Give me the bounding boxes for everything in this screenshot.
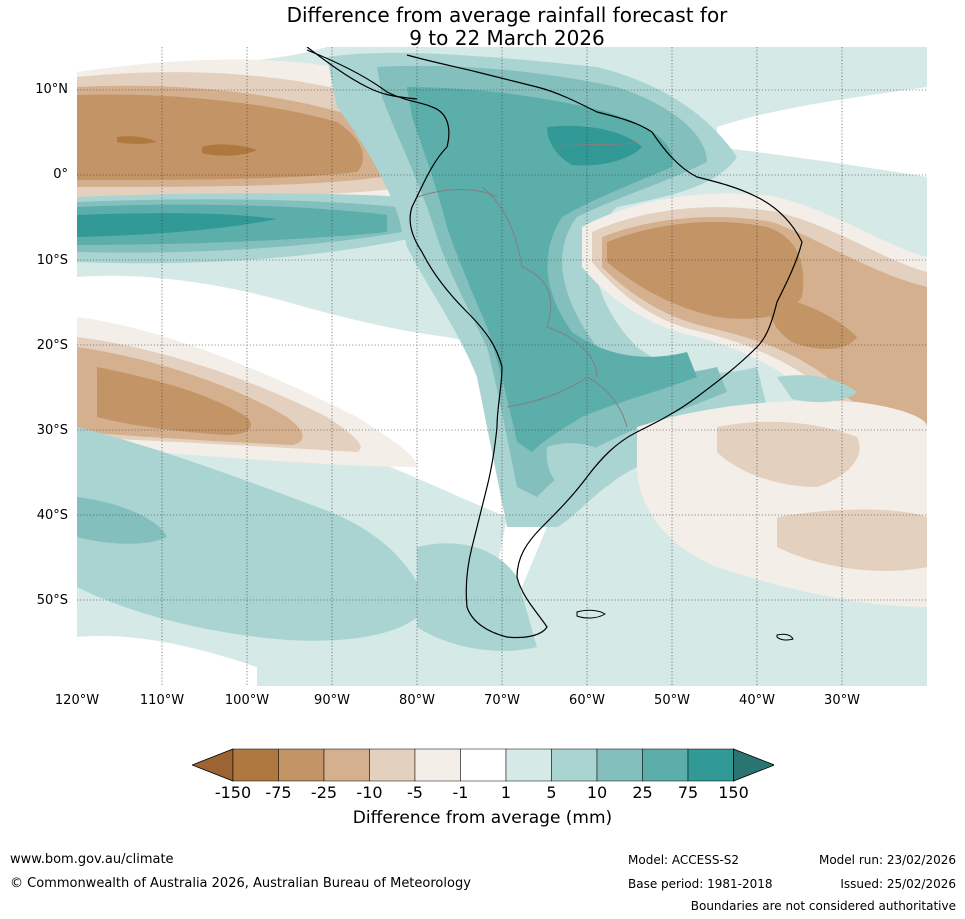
lon-label-50w: 50°W bbox=[654, 693, 690, 708]
colorbar-tick-label: -5 bbox=[407, 783, 423, 802]
colorbar-tick-label: 75 bbox=[677, 783, 699, 802]
region-brown-mid bbox=[777, 509, 927, 571]
colorbar-segment bbox=[460, 748, 507, 782]
footer-issued: Issued: 25/02/2026 bbox=[840, 877, 956, 891]
region-brown-dark bbox=[767, 297, 857, 349]
colorbar-extend-low bbox=[190, 748, 234, 782]
falkland-islands bbox=[576, 609, 606, 619]
colorbar-tick-label: 1 bbox=[500, 783, 512, 802]
colorbar bbox=[190, 748, 776, 786]
title-line-2: 9 to 22 March 2026 bbox=[409, 26, 605, 50]
footer-website: www.bom.gov.au/climate bbox=[10, 852, 174, 867]
colorbar-segment bbox=[278, 748, 325, 782]
chart-title: Difference from average rainfall forecas… bbox=[0, 4, 965, 50]
lon-label-80w: 80°W bbox=[399, 693, 435, 708]
lon-label-60w: 60°W bbox=[569, 693, 605, 708]
region-brown-core bbox=[202, 144, 257, 156]
footer-model: Model: ACCESS-S2 bbox=[628, 853, 740, 867]
lon-label-100w: 100°W bbox=[224, 693, 270, 708]
lat-label-50s: 50°S bbox=[36, 593, 68, 608]
colorbar-extend-high bbox=[733, 748, 776, 782]
lon-label-90w: 90°W bbox=[314, 693, 350, 708]
grid-lines bbox=[77, 47, 927, 686]
colorbar-segment bbox=[414, 748, 461, 782]
colorbar-segment bbox=[505, 748, 552, 782]
lat-label-10n: 10°N bbox=[35, 82, 68, 97]
footer-disclaimer: Boundaries are not considered authoritat… bbox=[690, 899, 956, 913]
colorbar-title: Difference from average (mm) bbox=[352, 808, 613, 828]
lon-label-30w: 30°W bbox=[824, 693, 860, 708]
lat-label-40s: 40°S bbox=[36, 508, 68, 523]
region-brown-dark bbox=[97, 367, 251, 435]
colorbar-tick-label: -1 bbox=[452, 783, 469, 802]
colorbar-segment bbox=[232, 748, 279, 782]
map-canvas bbox=[77, 47, 927, 686]
lon-label-110w: 110°W bbox=[139, 693, 185, 708]
region-brown-core bbox=[117, 136, 157, 144]
region-brown-mid bbox=[717, 421, 860, 487]
colorbar-segment bbox=[551, 748, 598, 782]
title-line-1: Difference from average rainfall forecas… bbox=[286, 3, 728, 27]
region-brown-dark bbox=[77, 94, 363, 180]
footer-model-run: Model run: 23/02/2026 bbox=[818, 853, 956, 867]
colorbar-tick-label: 10 bbox=[586, 783, 608, 802]
footer-base-period: Base period: 1981-2018 bbox=[628, 877, 773, 891]
colorbar-tick-label: 150 bbox=[718, 783, 749, 802]
region-brown-dark bbox=[607, 222, 804, 319]
region-white bbox=[717, 87, 927, 177]
region-teal bbox=[407, 87, 697, 452]
footer-copyright: © Commonwealth of Australia 2026, Austra… bbox=[10, 876, 471, 891]
lat-label-10s: 10°S bbox=[36, 253, 68, 268]
region-teal-light bbox=[546, 443, 622, 494]
rainfall-map bbox=[77, 47, 927, 686]
region-teal-light bbox=[777, 375, 857, 403]
region-teal-dark bbox=[547, 125, 642, 166]
region-teal-mid bbox=[77, 497, 167, 544]
lon-label-70w: 70°W bbox=[484, 693, 520, 708]
colorbar-tick-label: -10 bbox=[356, 783, 383, 802]
colorbar-tick-label: 25 bbox=[632, 783, 653, 802]
colorbar-tick-label: -25 bbox=[310, 783, 338, 802]
colorbar-segment bbox=[687, 748, 734, 782]
region-teal-light bbox=[417, 543, 537, 651]
south-georgia bbox=[776, 633, 794, 641]
colorbar-tick-label: -75 bbox=[265, 783, 292, 802]
colorbar-tick-label: -150 bbox=[214, 783, 252, 802]
colorbar-segment bbox=[596, 748, 643, 782]
colorbar-scale bbox=[190, 748, 776, 782]
lon-label-40w: 40°W bbox=[739, 693, 775, 708]
lon-label-120w: 120°W bbox=[54, 693, 100, 708]
colorbar-tick-label: 5 bbox=[546, 783, 557, 802]
south-america-coastline bbox=[306, 49, 803, 639]
colorbar-segment bbox=[323, 748, 370, 782]
country-borders bbox=[416, 141, 638, 428]
lat-label-20s: 20°S bbox=[36, 338, 68, 353]
lat-label-30s: 30°S bbox=[36, 423, 68, 438]
central-america-coastline bbox=[306, 47, 418, 100]
region-teal-light bbox=[77, 427, 427, 641]
region-teal-dark bbox=[77, 213, 277, 237]
colorbar-segment bbox=[642, 748, 689, 782]
region-white bbox=[77, 636, 257, 686]
lat-label-0: 0° bbox=[53, 167, 68, 182]
colorbar-segment bbox=[369, 748, 416, 782]
